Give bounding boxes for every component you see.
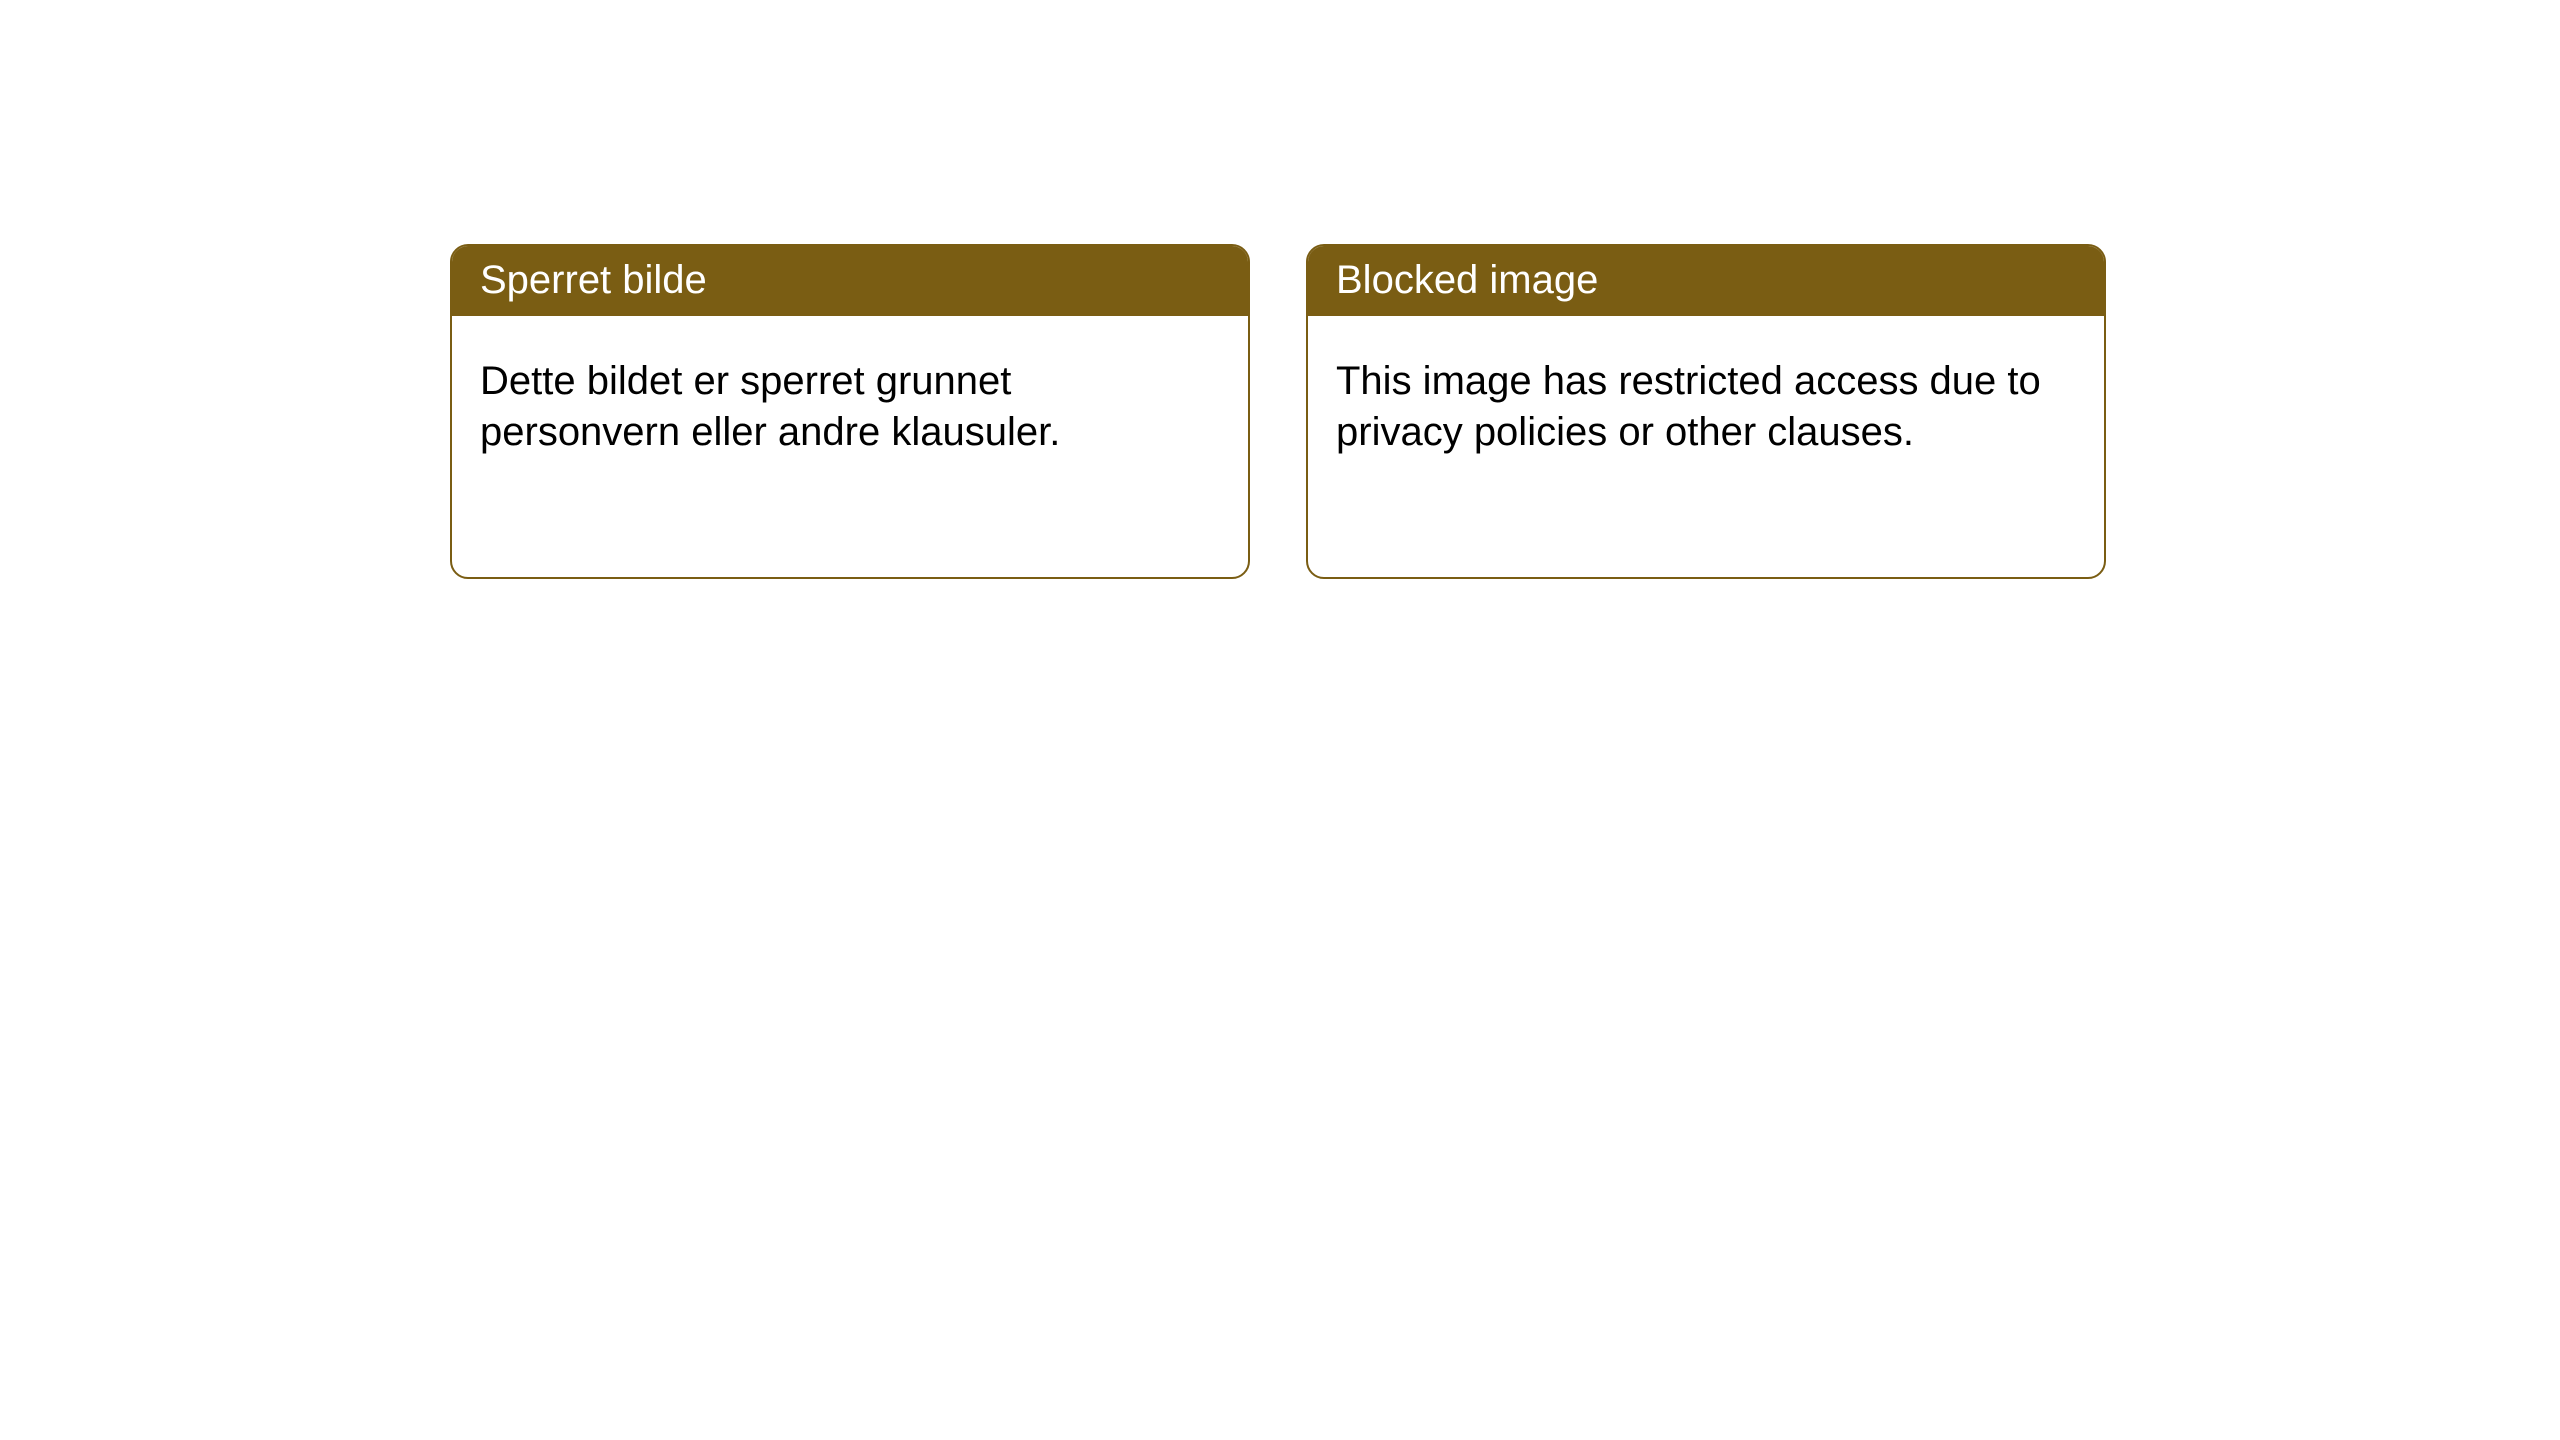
notice-card-norwegian: Sperret bilde Dette bildet er sperret gr… [450, 244, 1250, 579]
notice-title: Blocked image [1336, 258, 1598, 302]
notice-message: This image has restricted access due to … [1336, 359, 2041, 454]
notice-header: Blocked image [1308, 246, 2104, 316]
notice-container: Sperret bilde Dette bildet er sperret gr… [0, 0, 2560, 579]
notice-body: This image has restricted access due to … [1308, 316, 2104, 478]
notice-card-english: Blocked image This image has restricted … [1306, 244, 2106, 579]
notice-body: Dette bildet er sperret grunnet personve… [452, 316, 1248, 478]
notice-message: Dette bildet er sperret grunnet personve… [480, 359, 1060, 454]
notice-header: Sperret bilde [452, 246, 1248, 316]
notice-title: Sperret bilde [480, 258, 707, 302]
